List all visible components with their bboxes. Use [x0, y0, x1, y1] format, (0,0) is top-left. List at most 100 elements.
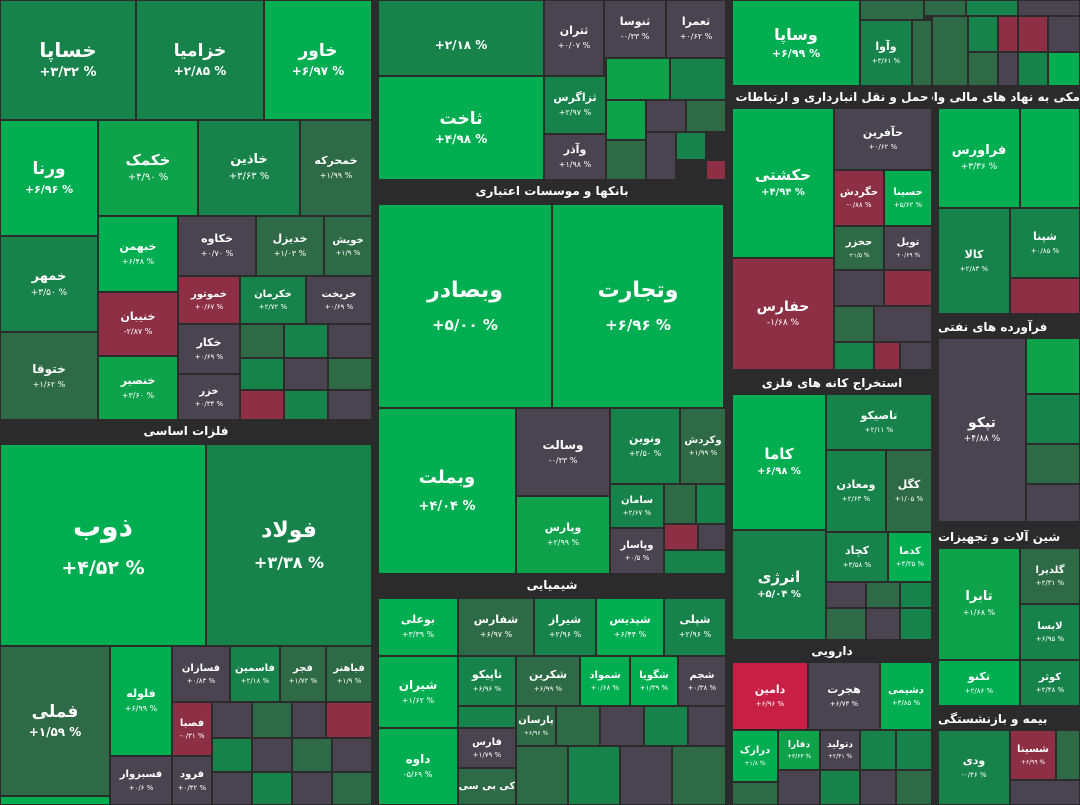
tile[interactable]	[1048, 52, 1080, 86]
tile[interactable]	[252, 702, 292, 738]
tile[interactable]	[834, 270, 884, 306]
symbol-tile-hekardesh[interactable]: حگردش -۰/۸۸ %	[834, 170, 884, 226]
tile[interactable]	[900, 608, 932, 640]
tile[interactable]	[326, 702, 372, 738]
tile[interactable]	[332, 738, 372, 772]
tile[interactable]	[834, 306, 874, 342]
symbol-tile-kharikht[interactable]: خریخت +۰/۶۹ %	[306, 276, 372, 324]
tile[interactable]	[968, 52, 998, 86]
symbol-tile-shajam[interactable]: فارس +۱/۷۹ %	[458, 728, 516, 768]
symbol-tile-shamvad[interactable]: شجم +۰/۳۸ %	[678, 656, 726, 706]
tile[interactable]	[292, 738, 332, 772]
tile[interactable]	[706, 160, 726, 180]
symbol-tile-tourbil[interactable]: تویل +۰/۶۹ %	[884, 226, 932, 270]
tile[interactable]	[696, 484, 726, 524]
tile[interactable]	[212, 738, 252, 772]
tile[interactable]	[1018, 0, 1080, 16]
tile[interactable]	[874, 342, 900, 370]
symbol-tile-shapli[interactable]: تاپیکو +۶/۹۶ %	[458, 656, 516, 706]
symbol-tile-vmaaden[interactable]: ومعادن +۲/۶۳ %	[826, 450, 886, 532]
symbol-tile-vpasar[interactable]: وپاسار +۰/۵ %	[610, 528, 664, 574]
symbol-tile-khavish[interactable]: خویش +۱/۹ %	[324, 216, 372, 276]
tile[interactable]	[884, 270, 932, 306]
symbol-tile-varna[interactable]: ورنا +۶/۹۶ %	[0, 120, 98, 236]
tile[interactable]	[900, 582, 932, 608]
symbol-tile-shegoya[interactable]: پارسان +۶/۹۶ %	[516, 706, 556, 746]
symbol-tile-vadi[interactable]: شسینا +۶/۹۹ %	[1010, 730, 1056, 780]
tile[interactable]	[664, 524, 698, 550]
symbol-tile-shasta[interactable]: +۲/۱۸ %	[378, 0, 544, 76]
tile[interactable]	[284, 358, 328, 390]
tile[interactable]	[212, 772, 252, 805]
tile[interactable]	[896, 770, 932, 805]
symbol-tile-foroud[interactable]: فرود +۰/۴۲ %	[172, 756, 212, 805]
tile[interactable]	[458, 706, 516, 728]
tile[interactable]	[1026, 444, 1080, 484]
tile[interactable]	[1018, 52, 1048, 86]
symbol-tile-fajr[interactable]: فجر +۱/۷۲ %	[280, 646, 326, 702]
symbol-tile-kala[interactable]: شپنا +۰/۸۵ %	[1010, 208, 1080, 278]
symbol-tile-hefares[interactable]: حفارس -۱/۶۸ %	[732, 258, 834, 370]
tile[interactable]	[826, 582, 866, 608]
symbol-tile-fesazan[interactable]: فسازان +۰/۸۳ %	[172, 646, 230, 702]
symbol-tile-khabahman[interactable]: خبهمن +۶/۴۸ %	[98, 216, 178, 292]
tile[interactable]	[292, 772, 332, 805]
symbol-tile-hakhzar[interactable]: حخزر +۱/۵ %	[834, 226, 884, 270]
symbol-tile-shesina[interactable]: بوعلی +۳/۳۹ %	[378, 598, 458, 656]
tile[interactable]	[1026, 484, 1080, 522]
symbol-tile-foolad[interactable]: فولاد +۳/۳۸ %	[206, 444, 372, 646]
symbol-tile-vsapa[interactable]: وساپا +۶/۹۹ %	[732, 0, 860, 86]
symbol-tile-tekoo[interactable]: تابرا +۱/۶۸ %	[938, 548, 1020, 660]
tile[interactable]	[240, 358, 284, 390]
tile[interactable]	[568, 746, 620, 805]
tile[interactable]	[900, 342, 932, 370]
tile[interactable]	[0, 796, 110, 805]
tile[interactable]	[1010, 278, 1080, 314]
symbol-tile-tasiko[interactable]: تاصیکو +۲/۱۱ %	[826, 394, 932, 450]
tile[interactable]	[834, 342, 874, 370]
tile[interactable]	[860, 770, 896, 805]
symbol-tile-nenrgy[interactable]: فراورس +۳/۳۶ %	[938, 108, 1020, 208]
symbol-tile-faravars[interactable]: کالا +۲/۸۳ %	[938, 208, 1010, 314]
symbol-tile-faras[interactable]: کی بی سی	[458, 768, 516, 805]
symbol-tile-khakar[interactable]: خکار +۰/۶۹ %	[178, 324, 240, 374]
symbol-tile-shekarin[interactable]: شگویا +۱/۳۹ %	[630, 656, 678, 706]
symbol-tile-khakmak[interactable]: خکمک +۴/۹۰ %	[98, 120, 198, 216]
symbol-tile-tenosa[interactable]: ثنوسا -۰/۳۳ %	[604, 0, 666, 58]
symbol-tile-nouri[interactable]: شفارس +۶/۹۷ %	[458, 598, 534, 656]
symbol-tile-hakeshti[interactable]: حکشتی +۴/۹۴ %	[732, 108, 834, 258]
tile[interactable]	[998, 16, 1018, 52]
symbol-tile-khakarman[interactable]: خکرمان +۲/۷۲ %	[240, 276, 306, 324]
symbol-tile-vnovin[interactable]: ونوین +۲/۵۰ %	[610, 408, 680, 484]
tile[interactable]	[732, 782, 778, 805]
tile[interactable]	[670, 58, 726, 100]
symbol-tile-shapna[interactable]: تپکو +۴/۸۸ %	[938, 338, 1026, 522]
tile[interactable]	[686, 100, 726, 132]
tile[interactable]	[1026, 338, 1080, 394]
symbol-tile-folooleh[interactable]: فلوله +۶/۹۹ %	[110, 646, 172, 756]
symbol-tile-vparas[interactable]: وپارس +۲/۹۹ %	[516, 496, 610, 574]
symbol-tile-vsalat[interactable]: وسالت -۰/۳۳ %	[516, 408, 610, 496]
symbol-tile-kosar[interactable]: ودی -۰/۴۶ %	[938, 730, 1010, 805]
symbol-tile-hasina[interactable]: حسینا +۵/۶۲ %	[884, 170, 932, 226]
symbol-tile-kechad[interactable]: کچاد +۳/۵۸ %	[826, 532, 888, 582]
symbol-tile-shiran[interactable]: شکرین +۶/۹۹ %	[516, 656, 580, 706]
symbol-tile-damin[interactable]: دشیمی +۳/۸۵ %	[880, 662, 932, 730]
tile[interactable]	[820, 770, 860, 805]
symbol-tile-shiraz[interactable]: شپلی +۲/۹۶ %	[664, 598, 726, 656]
symbol-tile-khazin[interactable]: خاذین +۳/۶۳ %	[198, 120, 300, 216]
tile[interactable]	[212, 702, 252, 738]
tile[interactable]	[328, 390, 372, 420]
tile[interactable]	[284, 390, 328, 420]
tile[interactable]	[998, 52, 1018, 86]
tile[interactable]	[664, 550, 726, 574]
tile[interactable]	[606, 140, 646, 180]
symbol-tile-khamhar[interactable]: خمهر +۳/۵۰ %	[0, 236, 98, 332]
symbol-tile-khsapa[interactable]: خساپا +۳/۳۲ %	[0, 0, 136, 120]
tile[interactable]	[968, 16, 998, 52]
tile[interactable]	[664, 484, 696, 524]
symbol-tile-khakaveh[interactable]: خکاوه +۰/۷۰ %	[178, 216, 256, 276]
tile[interactable]	[966, 0, 1018, 16]
symbol-tile-khamotor[interactable]: خموتور +۰/۶۷ %	[178, 276, 240, 324]
symbol-tile-femli[interactable]: فملی +۱/۵۹ %	[0, 646, 110, 796]
